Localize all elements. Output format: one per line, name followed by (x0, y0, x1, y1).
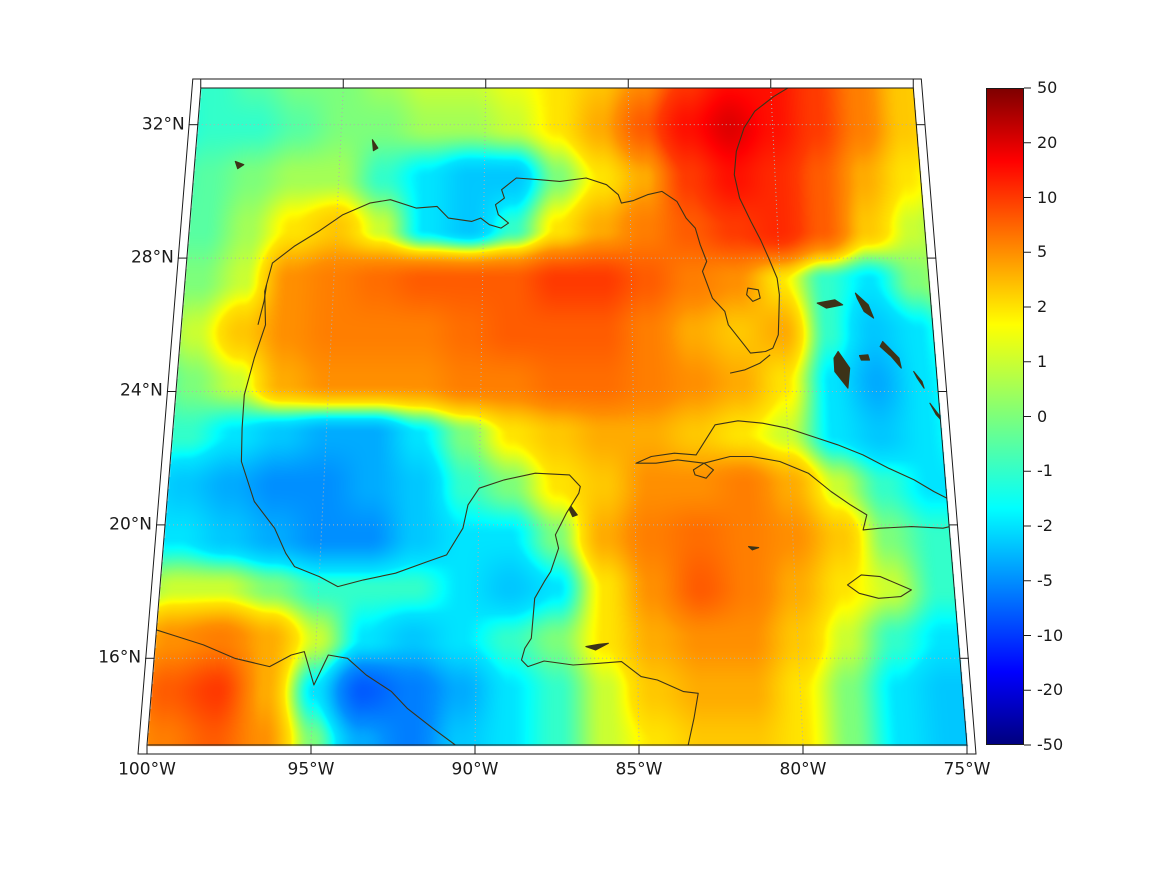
colorbar-tick-label: 20 (1037, 132, 1058, 152)
y-tick-label: 24°N (120, 380, 163, 401)
coast-pacific-coast-mexico-central-america (147, 597, 456, 745)
x-tick-label: 95°W (287, 759, 335, 780)
x-tick-label: 75°W (943, 759, 991, 780)
colorbar-ticks (1024, 87, 1031, 746)
colorbar-tick-label: 50 (1037, 78, 1058, 97)
y-tick-label: 32°N (141, 114, 185, 135)
y-tick-label: 20°N (109, 514, 152, 535)
coast-cat-island (913, 370, 925, 389)
coast-laguna-madre-barrier (257, 284, 268, 325)
coast-long-island (929, 402, 946, 426)
coast-abaco (854, 292, 875, 319)
colorbar-tick-label: -50 (1037, 735, 1064, 754)
colorbar-tick-label: -2 (1037, 516, 1053, 535)
coast-grand-bahama (816, 299, 844, 309)
coast-north-america-gulf-atlantic-coast (240, 88, 805, 745)
coast-grand-cayman (747, 546, 760, 551)
colorbar-tick-label: 1 (1037, 351, 1048, 371)
coast-isla-de-la-juventud (692, 462, 715, 479)
colorbar-tick-label: -1 (1037, 461, 1053, 481)
coast-eleuthera (879, 340, 902, 369)
coastlines (147, 88, 967, 745)
coast-jamaica (846, 574, 912, 599)
coast-cuba (635, 420, 967, 531)
graticule (154, 88, 960, 745)
coast-florida-keys (729, 354, 771, 374)
x-tick-label: 90°W (451, 759, 499, 780)
coast-roatan (585, 642, 609, 651)
colorbar-tick-label: -10 (1037, 625, 1064, 645)
coast-toledo-bend-lake (371, 139, 379, 152)
colorbar-tick-label: -5 (1037, 570, 1053, 590)
x-tick-label: 100°W (118, 759, 176, 780)
x-tick-label: 85°W (615, 759, 663, 780)
y-tick-label: 28°N (130, 247, 174, 268)
coast-new-providence (858, 354, 871, 361)
coast-hill-country-lake (234, 160, 245, 170)
colorbar-tick-label: 5 (1037, 242, 1048, 262)
map-frame (137, 78, 977, 755)
colorbar-tick-label: 10 (1037, 187, 1058, 207)
coast-cozumel (568, 505, 578, 518)
x-tick-label: 80°W (779, 759, 827, 780)
colorbar-tick-label: 0 (1037, 406, 1048, 426)
colorbar-tick-label: -20 (1037, 680, 1064, 700)
colorbar-tick-label: 2 (1037, 297, 1048, 316)
coast-andros (833, 350, 851, 389)
coast-lake-okeechobee (746, 287, 761, 302)
y-tick-label: 16°N (98, 647, 142, 668)
colorbar (986, 88, 1024, 745)
